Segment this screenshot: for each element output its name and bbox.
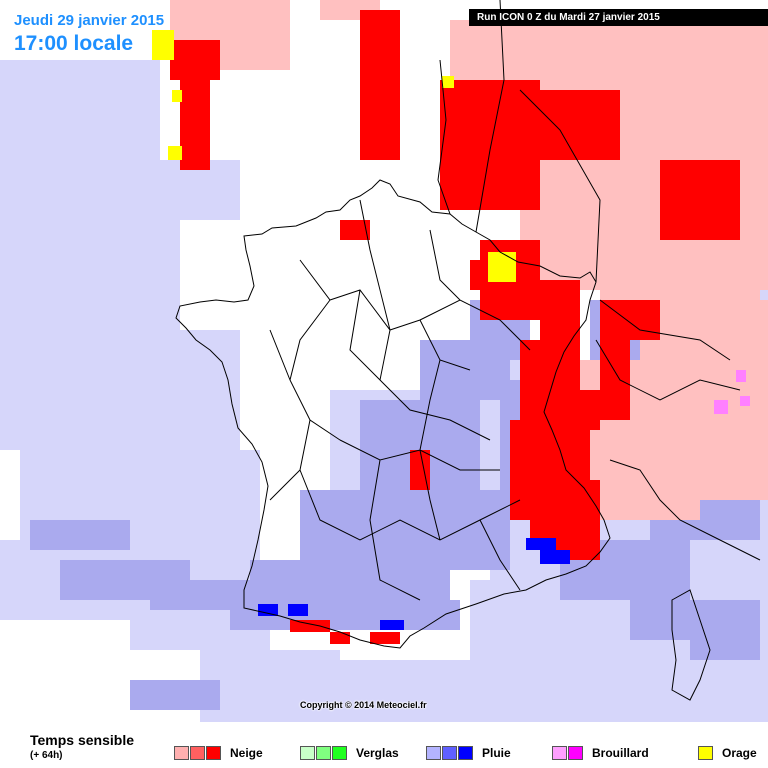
orage-swatch-1 (698, 746, 713, 760)
neighbor-borders (437, 0, 761, 701)
rain-light-block (0, 220, 180, 330)
brouillard-swatch-1 (552, 746, 567, 760)
snow-heavy-block (180, 80, 210, 170)
verglas-swatch-1 (300, 746, 315, 760)
rain-heavy-block (258, 604, 278, 616)
legend-subtitle: (+ 64h) (30, 750, 63, 761)
forecast-date: Jeudi 29 janvier 2015 (14, 12, 165, 29)
rain-med-block (300, 490, 510, 570)
legend-item-brouillard: Brouillard (552, 745, 649, 761)
snow-heavy-block (600, 340, 630, 420)
neige-swatch-3 (206, 746, 221, 760)
snow-heavy-block (330, 632, 350, 644)
rain-med-block (130, 680, 220, 710)
pluie-swatch-2 (442, 746, 457, 760)
rain-heavy-block (288, 604, 308, 616)
verglas-swatch-3 (332, 746, 347, 760)
neige-swatch-1 (174, 746, 189, 760)
snow-heavy-block (340, 220, 370, 240)
legend-label-orage: Orage (722, 746, 757, 760)
model-run-banner: Run ICON 0 Z du Mardi 27 janvier 2015 (469, 9, 768, 26)
snow-heavy-block (170, 40, 220, 80)
snow-heavy-block (580, 390, 600, 430)
map-canvas (0, 0, 768, 722)
legend-label-neige: Neige (230, 746, 263, 760)
snow-heavy-block (530, 90, 620, 160)
snow-heavy-block (600, 300, 660, 340)
fog-block (714, 400, 728, 414)
rain-heavy-block (526, 538, 556, 550)
france-outline (175, 179, 611, 649)
legend-item-verglas: Verglas (300, 745, 399, 761)
fog-areas (714, 370, 750, 414)
legend-label-brouillard: Brouillard (592, 746, 649, 760)
storm-block (488, 252, 516, 282)
snow-light-block (640, 300, 768, 360)
rain-heavy-block (540, 550, 570, 564)
rain-med-block (690, 600, 760, 660)
snow-heavy-block (540, 280, 580, 340)
rain-med-block (30, 520, 130, 550)
legend-title: Temps sensible (30, 732, 135, 748)
fog-block (740, 396, 750, 406)
rain-light-block (0, 330, 240, 450)
region-borders (269, 199, 531, 601)
rain-light-block (0, 60, 160, 160)
snow-heavy-block (360, 10, 400, 160)
fog-block (736, 370, 746, 382)
legend-label-pluie: Pluie (482, 746, 511, 760)
copyright-notice: Copyright © 2014 Meteociel.fr (300, 700, 427, 710)
storm-block (172, 90, 182, 102)
snow-heavy-block (370, 632, 400, 644)
snow-heavy-block (660, 160, 740, 240)
legend-label-verglas: Verglas (356, 746, 399, 760)
snow-heavy-block (410, 450, 430, 490)
legend-item-orage: Orage (698, 745, 757, 761)
neige-swatch-2 (190, 746, 205, 760)
legend: Temps sensible (+ 64h) Neige Verglas Plu… (0, 722, 768, 768)
storm-block (442, 76, 454, 88)
snow-heavy-block (290, 620, 330, 632)
legend-item-pluie: Pluie (426, 745, 511, 761)
legend-item-neige: Neige (174, 745, 263, 761)
precipitation-map (0, 0, 768, 722)
snow-heavy-block (520, 340, 580, 420)
verglas-swatch-2 (316, 746, 331, 760)
storm-block (152, 30, 174, 60)
pluie-swatch-1 (426, 746, 441, 760)
rain-light-block (200, 650, 340, 722)
storm-block (168, 146, 182, 160)
pluie-swatch-3 (458, 746, 473, 760)
snow-heavy-block (440, 80, 540, 210)
heavy-rain-areas (258, 538, 570, 630)
storm-areas (152, 30, 516, 282)
forecast-time: 17:00 locale (14, 32, 134, 55)
brouillard-swatch-2 (568, 746, 583, 760)
country-borders (175, 0, 761, 701)
rain-heavy-block (380, 620, 404, 630)
